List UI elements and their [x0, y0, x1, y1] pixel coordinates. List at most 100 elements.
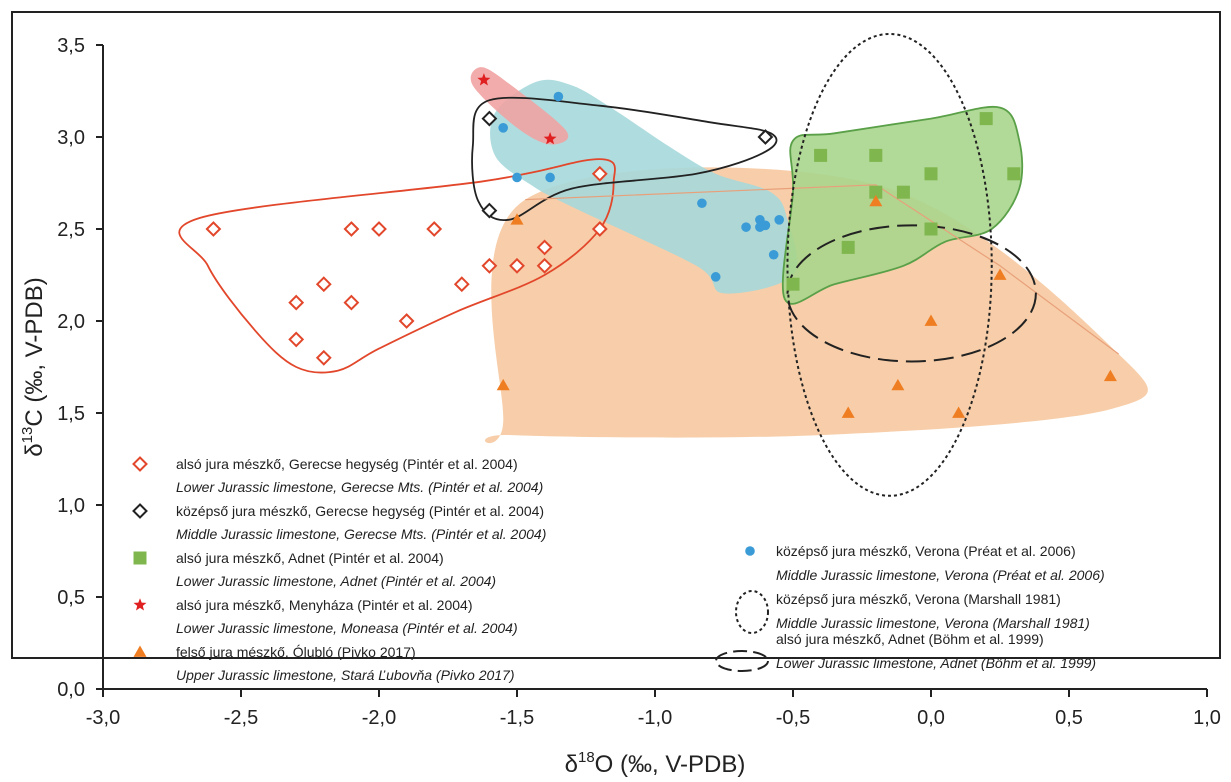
data-point-series-0-4	[315, 349, 332, 366]
legend-label-en: Middle Jurassic limestone, Verona (Marsh…	[776, 615, 1090, 631]
data-point-series-5-3	[545, 172, 555, 183]
region-series-0	[178, 158, 616, 374]
data-point-series-1-1	[481, 202, 498, 219]
y-tick-label: 1,0	[57, 495, 85, 517]
data-point-series-0-14	[536, 257, 553, 274]
data-point-series-0-13	[536, 239, 553, 256]
y-tick-label: 0,5	[57, 587, 85, 609]
y-axis-title: δ13C (‰, V-PDB)	[19, 277, 48, 456]
data-point-series-4-4	[924, 314, 938, 326]
data-point-series-0-11	[481, 257, 498, 274]
data-point-series-2-7	[841, 240, 855, 254]
data-point-series-4-2	[869, 194, 883, 207]
data-point-series-0-5	[343, 221, 360, 237]
y-tick-label: 1,5	[57, 403, 85, 425]
data-point-series-0-10	[453, 276, 470, 293]
ellipse-bohm-1999	[786, 224, 1037, 363]
legend-marker-2	[133, 551, 147, 565]
x-tick-label: 1,0	[1193, 707, 1221, 729]
x-tick-label: -0,5	[776, 707, 810, 729]
legend-marker-5	[745, 546, 755, 556]
legend-ellipse-dotted	[735, 590, 769, 634]
x-tick-label: -3,0	[86, 707, 120, 729]
data-point-series-0-3	[315, 276, 332, 293]
data-point-series-5-11	[768, 249, 779, 260]
data-point-series-0-0	[205, 221, 222, 237]
x-tick-label: -2,0	[362, 707, 396, 729]
legend: alsó jura mészkő, Gerecse hegység (Pinté…	[132, 456, 1105, 683]
legend-label-en: Lower Jurassic limestone, Moneasa (Pinté…	[176, 620, 518, 636]
legend-label: középső jura mészkő, Verona (Préat et al…	[776, 543, 1076, 559]
data-point-series-4-1	[496, 378, 510, 391]
data-point-series-2-3	[896, 185, 910, 199]
data-point-series-4-0	[510, 213, 524, 225]
data-point-series-5-9	[760, 220, 771, 231]
data-point-series-0-1	[288, 294, 305, 311]
x-tick-label: 0,5	[1055, 707, 1083, 729]
legend-label: alsó jura mészkő, Gerecse hegység (Pinté…	[176, 456, 518, 472]
y-tick-label: 2,0	[57, 311, 85, 333]
region-series-1	[471, 96, 778, 222]
region-outline-line	[525, 184, 1120, 355]
data-point-series-1-0	[481, 110, 498, 127]
legend-marker-0	[132, 456, 148, 472]
data-point-series-3-1	[543, 132, 557, 145]
data-point-series-5-10	[774, 215, 784, 225]
data-point-series-4-6	[1103, 369, 1117, 382]
data-point-series-3-0	[477, 73, 491, 86]
legend-marker-4	[133, 645, 147, 657]
legend-label-en: Upper Jurassic limestone, Stará Ľubovňa …	[176, 667, 515, 683]
x-tick-label: -1,0	[638, 707, 672, 729]
x-tick-label: -1,5	[500, 707, 534, 729]
data-point-series-5-0	[553, 91, 564, 102]
point-layer	[205, 73, 1117, 418]
legend-marker-3	[133, 598, 147, 611]
ellipse-layer	[786, 32, 1037, 497]
data-point-series-4-8	[952, 406, 966, 418]
data-point-series-2-6	[1007, 167, 1021, 181]
data-point-series-1-2	[757, 129, 774, 145]
data-point-series-5-6	[741, 222, 751, 232]
y-tick-layer: 0,0 0,5 1,0 1,5 2,0 2,5 3,0 3,5	[57, 35, 103, 701]
data-point-series-5-2	[512, 172, 522, 183]
legend-marker-1	[132, 503, 148, 519]
legend-label-en: Lower Jurassic limestone, Adnet (Pintér …	[176, 573, 496, 589]
data-point-series-0-2	[288, 331, 305, 348]
legend-label: alsó jura mészkő, Adnet (Böhm et al. 199…	[776, 631, 1044, 647]
y-tick-label: 3,0	[57, 127, 85, 149]
legend-label-en: Lower Jurassic limestone, Adnet (Böhm et…	[776, 655, 1096, 671]
data-point-series-0-8	[398, 313, 415, 329]
data-point-series-0-16	[591, 221, 608, 237]
x-tick-label: -2,5	[224, 707, 258, 729]
data-point-series-2-5	[979, 112, 993, 126]
region-series-3	[470, 67, 569, 145]
data-point-series-0-6	[343, 294, 360, 311]
data-point-series-5-4	[697, 198, 707, 209]
region-series-2	[781, 105, 1024, 305]
data-point-series-4-3	[993, 268, 1007, 280]
data-point-series-2-2	[869, 185, 883, 199]
x-tick-layer: -3,0 -2,5 -2,0 -1,5 -1,0 -0,5 0,0 0,5 1,0	[86, 689, 1221, 729]
data-point-series-2-4	[924, 167, 938, 181]
legend-ellipse-dashed	[715, 650, 769, 672]
legend-label-en: Middle Jurassic limestone, Gerecse Mts. …	[176, 526, 546, 542]
data-point-series-0-9	[426, 221, 443, 237]
data-point-series-0-12	[509, 257, 525, 274]
y-tick-label: 3,5	[57, 35, 85, 57]
legend-label: középső jura mészkő, Gerecse hegység (Pi…	[176, 503, 544, 519]
legend-label: alsó jura mészkő, Adnet (Pintér et al. 2…	[176, 550, 444, 566]
legend-label: alsó jura mészkő, Menyháza (Pintér et al…	[176, 597, 472, 613]
legend-label: középső jura mészkő, Verona (Marshall 19…	[776, 591, 1061, 607]
legend-label-en: Middle Jurassic limestone, Verona (Préat…	[776, 567, 1105, 583]
data-point-series-2-8	[924, 222, 938, 236]
plot-frame	[11, 11, 1221, 659]
region-layer	[178, 67, 1148, 444]
y-tick-label: 0,0	[57, 679, 85, 701]
data-point-series-2-9	[786, 277, 800, 291]
y-tick-label: 2,5	[57, 219, 85, 241]
data-point-series-4-5	[891, 378, 905, 391]
data-point-series-2-0	[814, 148, 828, 162]
data-point-series-5-1	[498, 123, 509, 133]
x-tick-label: 0,0	[917, 707, 945, 729]
